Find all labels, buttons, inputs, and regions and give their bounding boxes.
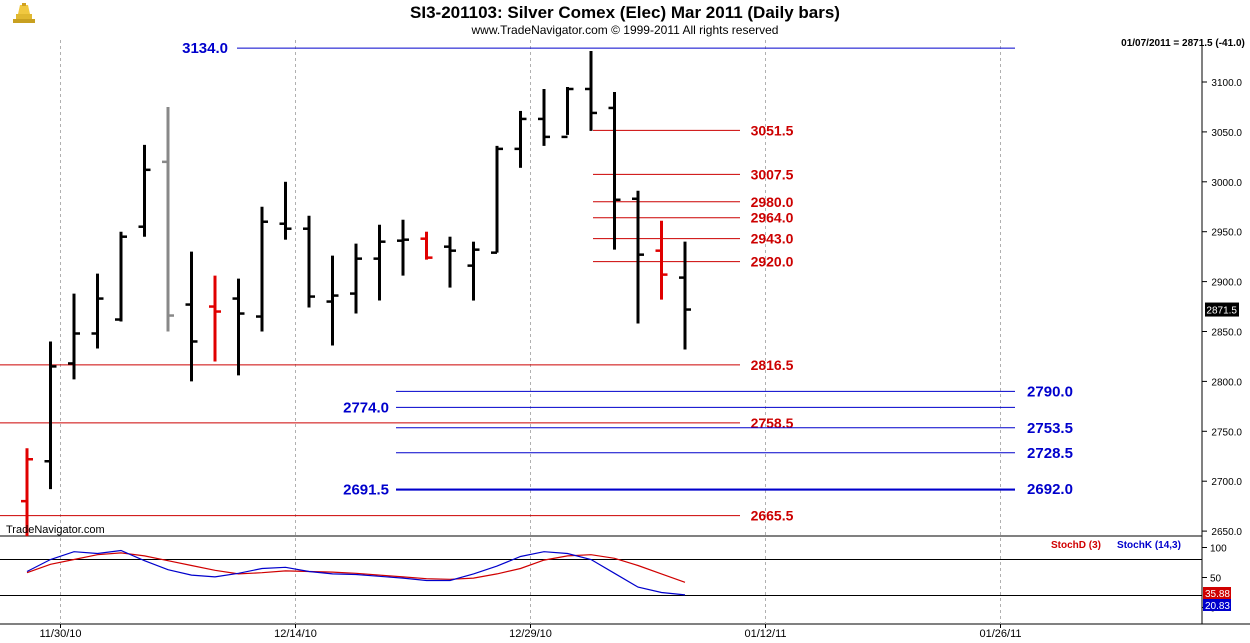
price-tick-label: 2800.0: [1211, 377, 1242, 388]
ohlc-bar-12-02-10: [91, 273, 104, 349]
time-tick-label: 12/14/10: [274, 628, 317, 640]
time-tick-label: 01/26/11: [979, 628, 1021, 640]
price-tick-label: 2900.0: [1211, 278, 1242, 289]
stoch-line-k: [26, 549, 686, 596]
stoch-k-badge: [1203, 599, 1231, 611]
stoch-d-badge: [1203, 587, 1231, 599]
level-label-3007.5: 3007.5: [751, 166, 794, 182]
stoch-d-value: 35.88: [1205, 589, 1230, 600]
ohlc-bar-12-14-10: [279, 181, 292, 240]
level-label-2816.5: 2816.5: [751, 357, 794, 373]
price-tick-label: 2850.0: [1211, 328, 1242, 339]
ohlc-bar-12-10-10: [232, 278, 245, 376]
watermark: TradeNavigator.com: [6, 524, 105, 536]
stoch-tick-label: 50: [1210, 574, 1222, 585]
level-label-2964.0: 2964.0: [751, 210, 794, 226]
ohlc-bar-11-29-10: [21, 448, 33, 537]
stoch-k-value: 20.83: [1205, 601, 1230, 612]
ohlc-bar-12-27-10: [467, 241, 480, 301]
ohlc-bar-12-16-10: [326, 255, 339, 346]
ohlc-bar-12-01-10: [68, 293, 80, 380]
price-tick-label: 2700.0: [1211, 477, 1242, 488]
level-label-2691.5: 2691.5: [343, 482, 389, 499]
ohlc-bars: [21, 51, 691, 537]
level-label-2980.0: 2980.0: [751, 194, 794, 210]
ohlc-bar-12-09-10: [209, 275, 221, 362]
price-tick-label: 3050.0: [1211, 128, 1242, 139]
stoch-k-legend: StochK (14,3): [1117, 540, 1181, 551]
level-label-3051.5: 3051.5: [751, 122, 794, 138]
level-label-2790.0: 2790.0: [1027, 383, 1073, 400]
level-label-2758.5: 2758.5: [751, 415, 794, 431]
level-label-2692.0: 2692.0: [1027, 481, 1073, 498]
time-tick-label: 12/29/10: [509, 628, 552, 640]
ohlc-bar-12-23-10: [444, 236, 456, 288]
ohlc-bar-12-31-10: [561, 86, 574, 139]
ohlc-bar-12-17-10: [350, 243, 362, 314]
level-label-2920.0: 2920.0: [751, 254, 794, 270]
ohlc-bar-12-21-10: [397, 219, 409, 276]
last-price-info: 01/07/2011 = 2871.5 (-41.0): [1121, 38, 1245, 49]
stoch-line-d: [26, 552, 686, 583]
ohlc-bar-12-15-10: [303, 215, 315, 308]
ohlc-bar-01-03-11: [585, 51, 597, 131]
ohlc-bar-12-30-10: [538, 88, 550, 146]
price-tick-label: 3100.0: [1211, 78, 1242, 89]
price-tick-label: 2750.0: [1211, 427, 1242, 438]
ohlc-bar-12-20-10: [373, 224, 386, 301]
golden-trophy-logo-icon: [13, 3, 35, 23]
level-label-2728.5: 2728.5: [1027, 445, 1073, 462]
level-label-3134.0: 3134.0: [182, 40, 228, 57]
level-label-2943.0: 2943.0: [751, 231, 794, 247]
time-tick-label: 11/30/10: [39, 628, 81, 640]
vertical-gridlines: [60, 40, 1001, 624]
ohlc-bar-12-08-10: [185, 251, 198, 382]
current-price-label: 2871.5: [1206, 306, 1237, 317]
price-tick-label: 2650.0: [1211, 527, 1242, 538]
time-axis: 11/30/10 12/14/10 12/29/10 01/12/11 01/26/11: [39, 624, 1022, 640]
ohlc-bar-12-28-10: [491, 145, 503, 254]
time-tick-label: 01/12/11: [744, 628, 786, 640]
price-tick-label: 2950.0: [1211, 228, 1242, 239]
ohlc-bar-01-06-11: [655, 220, 668, 300]
price-tick-label: 3000.0: [1211, 178, 1242, 189]
current-price-badge: [1205, 302, 1239, 317]
chart-subtitle: www.TradeNavigator.com © 1999-2011 All r…: [471, 23, 779, 37]
level-label-2774.0: 2774.0: [343, 399, 389, 416]
chart-title: SI3-201103: Silver Comex (Elec) Mar 2011…: [410, 3, 840, 22]
ohlc-bar-12-06-10: [138, 144, 151, 237]
ohlc-bar-01-07-11: [679, 241, 691, 350]
ohlc-bar-11-30-10: [44, 341, 57, 490]
ohlc-bar-12-03-10: [115, 231, 127, 322]
ohlc-bar-01-05-11: [632, 190, 644, 324]
ohlc-bar-01-04-11: [608, 91, 621, 250]
level-label-2753.5: 2753.5: [1027, 420, 1073, 437]
level-label-2665.5: 2665.5: [751, 508, 794, 524]
ohlc-bar-12-07-10: [162, 106, 174, 332]
ohlc-bar-12-29-10: [514, 110, 527, 168]
stoch-d-legend: StochD (3): [1051, 540, 1101, 551]
price-axis: 2650.0 2700.0 2750.0 2800.0 2850.0 2900.0 2950…: [1202, 78, 1242, 538]
ohlc-bar-12-13-10: [256, 206, 268, 332]
stoch-tick-label: 100: [1210, 544, 1227, 555]
ohlc-bar-12-22-10: [420, 231, 433, 260]
